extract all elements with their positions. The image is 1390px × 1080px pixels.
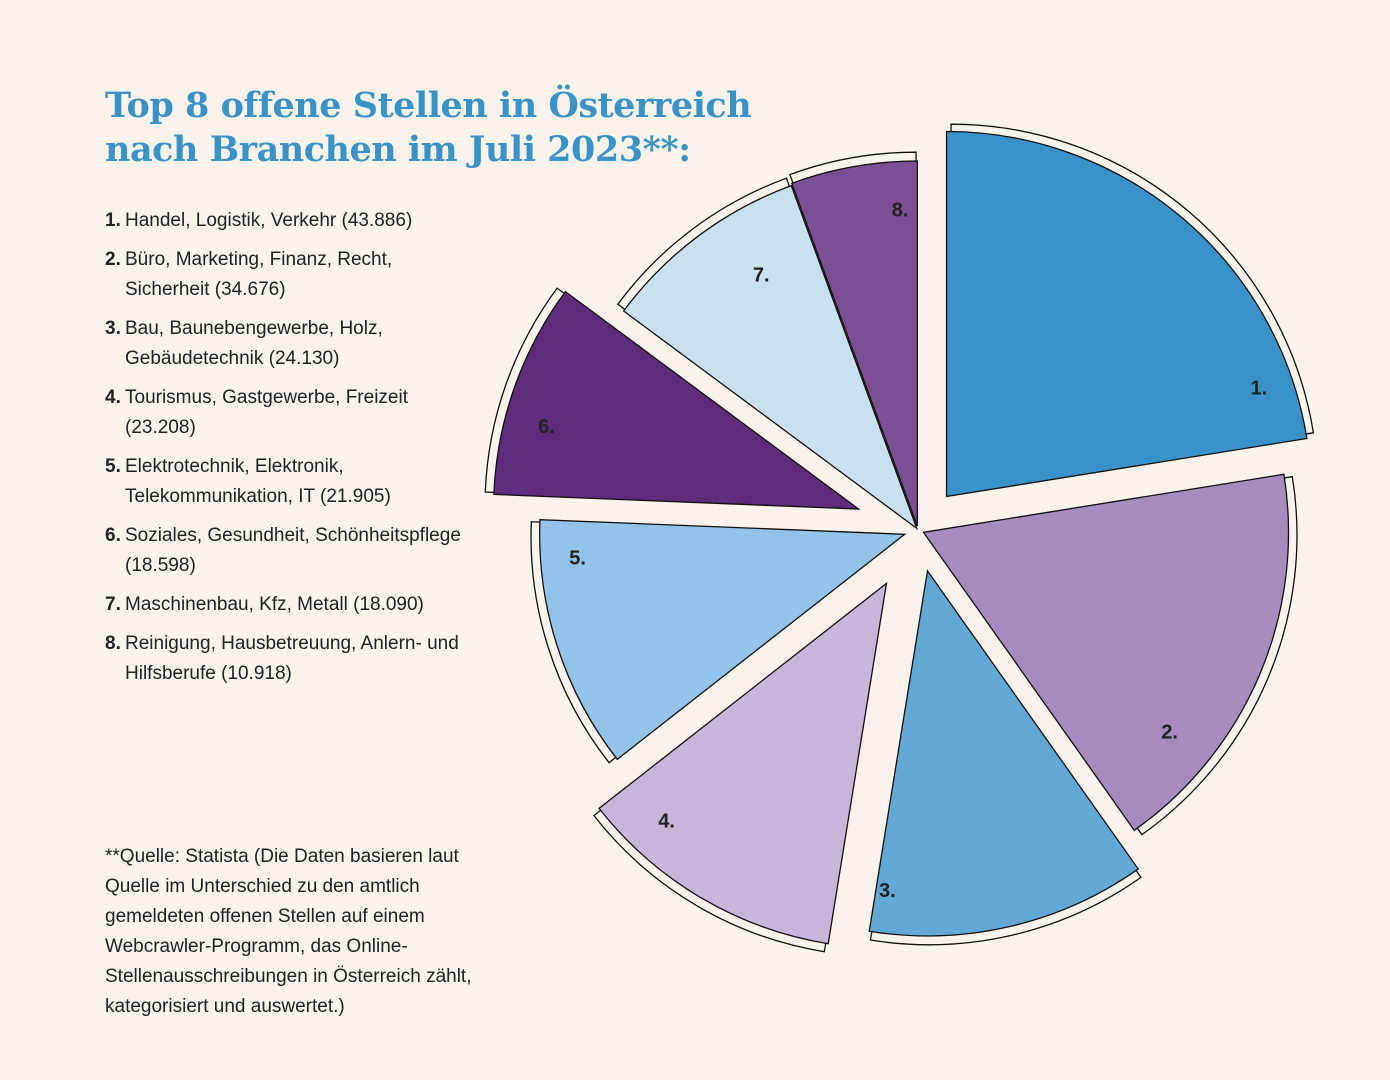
legend-item: 6. Soziales, Gesundheit, Schönheitspflege… xyxy=(105,521,465,581)
slice xyxy=(945,130,1308,498)
legend-rank: 8. xyxy=(105,633,121,654)
legend-rank: 3. xyxy=(105,318,121,339)
pie-slice-6: 6. xyxy=(484,287,861,510)
legend-label: Bau, Baunebengewerbe, Holz, Gebäudetechn… xyxy=(125,318,383,369)
slice xyxy=(493,290,861,510)
chart-title: Top 8 offene Stellen in Österreich nach … xyxy=(105,84,752,172)
pie-slice-8: 8. xyxy=(789,151,918,527)
slice xyxy=(622,184,919,531)
legend: 1. Handel, Logistik, Verkehr (43.886) 2. Bü… xyxy=(105,206,465,698)
pie-slice-5: 5. xyxy=(530,518,907,764)
legend-item: 3. Bau, Baunebengewerbe, Holz, Gebäudetec… xyxy=(105,314,465,374)
pie-slice-3: 3. xyxy=(868,569,1142,946)
slice-label: 6. xyxy=(538,416,555,438)
pie-slice-7: 7. xyxy=(616,177,919,531)
legend-rank: 1. xyxy=(105,210,121,231)
pie-slice-1: 1. xyxy=(945,123,1315,498)
source-note: **Quelle: Statista (Die Daten basieren l… xyxy=(105,846,472,1017)
slice-label: 5. xyxy=(569,548,586,570)
slice-label: 3. xyxy=(879,880,896,902)
slice-label: 4. xyxy=(658,810,675,832)
slice xyxy=(790,160,918,527)
title-line-1: Top 8 offene Stellen in Österreich xyxy=(105,85,752,126)
legend-label: Elektrotechnik, Elektronik, Telekommunik… xyxy=(125,456,391,507)
slice-label: 2. xyxy=(1161,722,1178,744)
legend-label: Maschinenbau, Kfz, Metall (18.090) xyxy=(125,594,424,615)
legend-item: 4. Tourismus, Gastgewerbe, Freizeit (23.2… xyxy=(105,383,465,443)
legend-item: 7. Maschinenbau, Kfz, Metall (18.090) xyxy=(105,590,465,620)
legend-label: Reinigung, Hausbetreuung, Anlern- und Hi… xyxy=(125,633,459,684)
legend-label: Tourismus, Gastgewerbe, Freizeit (23.208… xyxy=(125,387,408,438)
slice xyxy=(598,581,888,945)
legend-item: 8. Reinigung, Hausbetreuung, Anlern- und … xyxy=(105,629,465,689)
pie-slice-4: 4. xyxy=(593,581,888,953)
legend-item: 2. Büro, Marketing, Finanz, Recht, Sicher… xyxy=(105,245,465,305)
legend-rank: 4. xyxy=(105,387,121,408)
legend-label: Handel, Logistik, Verkehr (43.886) xyxy=(125,210,413,231)
slice-label: 7. xyxy=(753,264,770,286)
title-line-2: nach Branchen im Juli 2023**: xyxy=(105,129,691,170)
legend-item: 1. Handel, Logistik, Verkehr (43.886) xyxy=(105,206,465,236)
legend-item: 5. Elektrotechnik, Elektronik, Telekommun… xyxy=(105,452,465,512)
slice xyxy=(539,518,907,761)
legend-rank: 6. xyxy=(105,525,121,546)
legend-rank: 5. xyxy=(105,456,121,477)
legend-label: Soziales, Gesundheit, Schönheitspflege (… xyxy=(125,525,461,576)
slice-label: 1. xyxy=(1250,378,1267,400)
slice xyxy=(922,473,1290,832)
legend-rank: 7. xyxy=(105,594,121,615)
slice-label: 8. xyxy=(892,199,909,221)
legend-rank: 2. xyxy=(105,249,121,270)
pie-slice-2: 2. xyxy=(922,473,1298,836)
legend-label: Büro, Marketing, Finanz, Recht, Sicherhe… xyxy=(125,249,393,300)
slice xyxy=(868,569,1140,937)
